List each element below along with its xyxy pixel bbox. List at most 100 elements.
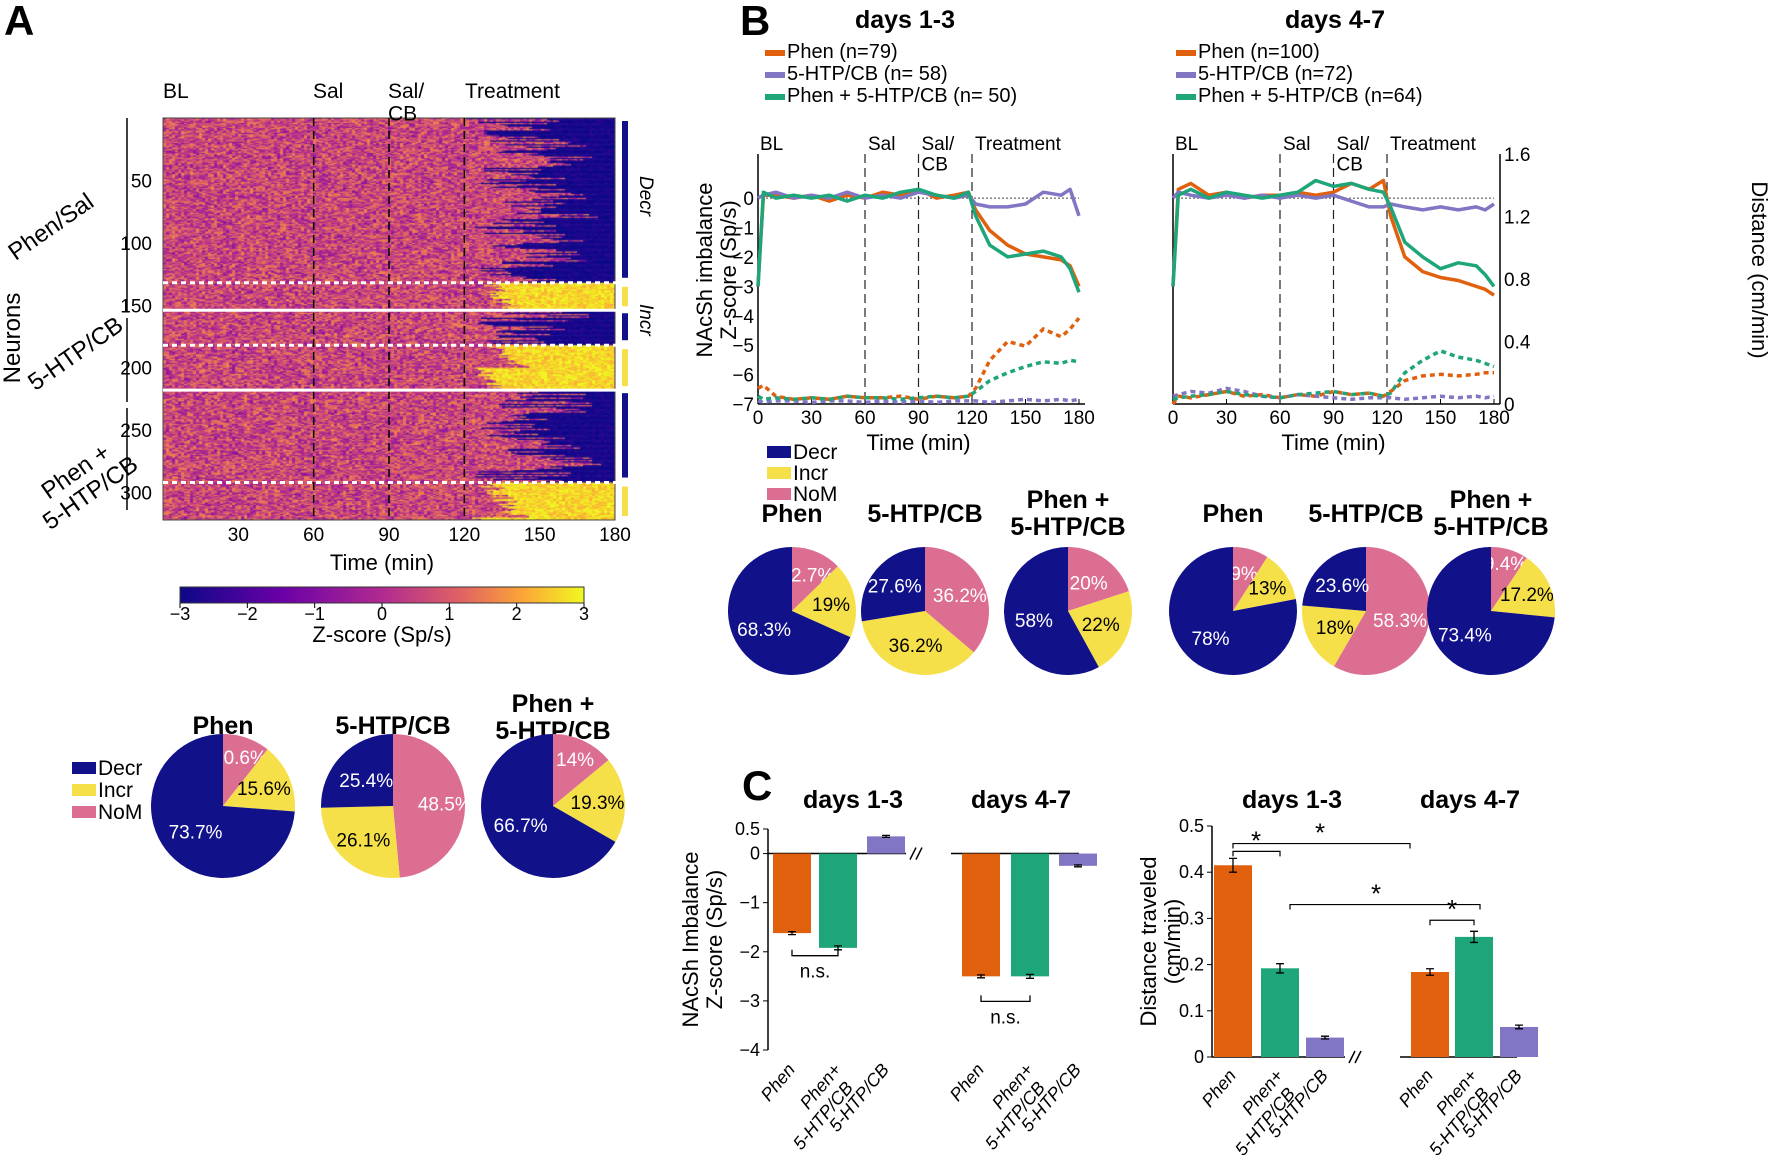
heatmap-xtick-150: 150: [524, 525, 556, 546]
pie-group-b: Phen 12.7% 19% 68.3% 5-HTP/CB 36.2% 36.2% 27.6%…: [728, 441, 1555, 676]
b-pie-4-label-incr: 18%: [1316, 618, 1354, 639]
a-pie-2-slice-incr: [553, 760, 626, 842]
a-pie-1-slice-decr: [321, 734, 393, 808]
pie-a-legend-label-0: Decr: [98, 757, 142, 780]
a-pie-0-label-nom: 10.6%: [213, 748, 267, 769]
timecourse-y2tick-1.6: 1.6: [1504, 145, 1530, 166]
timecourse-1-xtick-60: 60: [1269, 408, 1290, 429]
bard-ytick-0.4: 0.4: [1179, 862, 1204, 882]
pie-b-title-5-line: Phen +: [1450, 486, 1533, 514]
a-pie-1-label-nom: 48.5%: [418, 795, 472, 816]
timecourse-ytick--3: −3: [732, 277, 754, 298]
colorbar-tick--2: −2: [237, 604, 258, 624]
timecourse-1-phase-label-salcb-line: Sal/: [1337, 134, 1370, 155]
colorbar-gradient: [179, 586, 585, 604]
barz-errorbar-g1-c1: [1026, 973, 1034, 979]
a-pie-2-slice-decr: [480, 734, 616, 879]
bard-errorbar-g0-c1: [1276, 963, 1284, 974]
colorbar-tick--1: −1: [304, 604, 325, 624]
heatmap-ytick-50: 50: [131, 171, 152, 192]
timecourse-0-xtick-60: 60: [854, 408, 875, 429]
a-pie-0-label-decr: 73.7%: [169, 822, 223, 843]
timecourse-ytick--2: −2: [732, 248, 754, 269]
pie-b-title-0: Phen: [761, 500, 822, 528]
heatmap-xlabel: Time (min): [330, 550, 434, 575]
colorbar-label: Z-score (Sp/s): [312, 622, 451, 647]
panel-letter-a: A: [4, 0, 34, 44]
timecourse-1-legend-swatch-1: [1176, 72, 1196, 78]
heatmap-xtick-60: 60: [303, 525, 324, 546]
pie-b-title-1: 5-HTP/CB: [867, 500, 982, 528]
timecourse-y2tick-0.4: 0.4: [1504, 333, 1531, 354]
timecourse-0-legend-label-2: Phen + 5-HTP/CB (n= 50): [787, 85, 1017, 107]
heatmap-xtick-30: 30: [228, 525, 249, 546]
barz-bar-g0-c0: [773, 853, 811, 934]
barz-category-label-g0-c0-line0: Phen: [757, 1060, 799, 1105]
heatmap-xtick-90: 90: [378, 525, 399, 546]
heatmap-phase-label-sal: Sal: [313, 80, 343, 103]
barz-bar-g0-c1: [819, 853, 857, 948]
pie-b-title-2-line: Phen +: [1027, 486, 1110, 514]
timecourse-1-distance-series-2: [1172, 348, 1495, 401]
barz-ns-bracket-1: [980, 995, 1031, 1003]
b-pie-2-slice-nom: [1068, 547, 1129, 611]
heatmap-incr-bar-1: [622, 349, 628, 387]
barz-bar-g1-c2: [1059, 853, 1097, 866]
heatmap-ytick-150: 150: [120, 296, 152, 317]
barz-ytick-0: 0: [750, 844, 760, 864]
timecourse-1-xtick-90: 90: [1323, 408, 1344, 429]
b-pie-5-slice-decr: [1426, 547, 1555, 675]
heatmap-phase-label-treatment: Treatment: [465, 80, 560, 103]
heatmap-phase-label-salcb-line: CB: [388, 103, 417, 126]
a-pie-1-slice-nom: [393, 734, 466, 878]
bard-category-label-g0-c0-line0: Phen: [1198, 1066, 1240, 1111]
heatmap-decr-bar-0: [622, 121, 628, 278]
bard-ylabel-line: Distance traveled: [1136, 857, 1161, 1027]
b-pie-3-label-nom: 9%: [1230, 564, 1258, 585]
panel-letter-c: C: [742, 762, 772, 809]
timecourse-1-legend-swatch-0: [1176, 50, 1196, 56]
barz-bar-g1-c0: [962, 853, 1000, 977]
pie-b-legend-label-2: NoM: [793, 483, 837, 506]
b-pie-3-label-incr: 13%: [1248, 579, 1286, 600]
pie-b-title-2: Phen +5-HTP/CB: [1010, 486, 1125, 541]
timecourse-y2tick-0: 0: [1504, 395, 1515, 416]
timecourse-0-xlabel: Time (min): [866, 430, 970, 455]
a-pie-0-label-incr: 15.6%: [237, 779, 291, 800]
bard-errorbar-g1-c0: [1426, 968, 1434, 976]
timecourse-1-legend-label-0: Phen (n=100): [1198, 41, 1320, 63]
heatmap-phase-label-salcb: Sal/CB: [388, 80, 424, 126]
pie-b-legend-label-1: Incr: [793, 462, 828, 485]
timecourse-0-legend-swatch-0: [765, 50, 785, 56]
bard-ytick-0: 0: [1194, 1047, 1204, 1067]
timecourse-1-distance-series-1: [1172, 386, 1495, 402]
timecourse-0-xtick-180: 180: [1063, 408, 1095, 429]
b-pie-4-slice-decr: [1302, 547, 1366, 611]
bard-errorbar-g1-c1: [1470, 930, 1478, 944]
timecourse-1-legend-swatch-2: [1176, 94, 1196, 100]
b-pie-0-label-nom: 12.7%: [780, 565, 834, 586]
bard-bar-g1-c0: [1411, 971, 1449, 1057]
timecourse-ylabel-line: Z-score (Sp/s): [716, 200, 741, 339]
a-pie-0-slice-decr: [151, 734, 295, 878]
pie-a-legend-swatch-2: [72, 806, 96, 818]
timecourse-ytick--5: −5: [732, 336, 754, 357]
bard-ylabel: Distance traveled(cm/min): [1136, 857, 1185, 1027]
timecourse-1-legend-label-1: 5-HTP/CB (n=72): [1198, 63, 1353, 85]
pie-a-legend-swatch-1: [72, 784, 96, 796]
timecourse-1-phase-label-treatment: Treatment: [1390, 134, 1477, 155]
bard-group-title-0: days 1-3: [1242, 786, 1342, 814]
bard-sig-star-2: *: [1371, 879, 1381, 909]
heatmap-group-label-1: 5-HTP/CB: [23, 311, 128, 396]
barz-ylabel-line: Z-score (Sp/s): [702, 870, 727, 1009]
pie-b-legend-swatch-1: [767, 467, 791, 479]
barz-errorbar-g1-c2: [1074, 864, 1082, 868]
timecourse-0-xtick-150: 150: [1010, 408, 1042, 429]
a-pie-2-label-decr: 66.7%: [494, 816, 548, 837]
barz-group-title-0: days 1-3: [803, 786, 903, 814]
timecourse-0-phase-label-treatment: Treatment: [975, 134, 1062, 155]
bard-ytick-0.3: 0.3: [1179, 908, 1204, 928]
